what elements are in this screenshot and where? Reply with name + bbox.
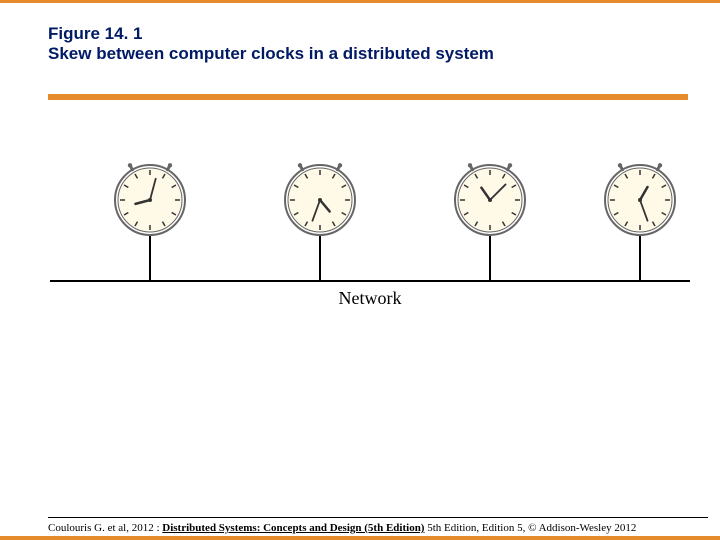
footer-book-title: Distributed Systems: Concepts and Design… [162, 522, 424, 534]
slide-title: Figure 14. 1 Skew between computer clock… [48, 24, 494, 65]
top-accent-bar [0, 0, 720, 3]
clock-2 [280, 160, 360, 280]
clock-1 [110, 160, 190, 280]
clock-face-icon [280, 160, 360, 240]
network-label: Network [50, 288, 690, 309]
footer-accent-bar [0, 536, 720, 540]
clock-face-icon [450, 160, 530, 240]
clock-stem [489, 236, 491, 280]
clock-face-icon [600, 160, 680, 240]
clock-face-icon [110, 160, 190, 240]
clock-stem [319, 236, 321, 280]
figure-diagram: Network [50, 160, 690, 320]
title-line-1: Figure 14. 1 [48, 24, 494, 44]
footer-suffix: 5th Edition, Edition 5, © Addison-Wesley… [424, 522, 636, 534]
clock-3 [450, 160, 530, 280]
footer-citation: Coulouris G. et al, 2012 : Distributed S… [48, 522, 708, 534]
clock-4 [600, 160, 680, 280]
footer-prefix: Coulouris G. et al, 2012 : [48, 522, 162, 534]
title-underline-bar [48, 94, 688, 100]
network-line [50, 280, 690, 282]
clock-stem [639, 236, 641, 280]
clock-stem [149, 236, 151, 280]
title-line-2: Skew between computer clocks in a distri… [48, 44, 494, 64]
footer-rule [48, 517, 708, 518]
